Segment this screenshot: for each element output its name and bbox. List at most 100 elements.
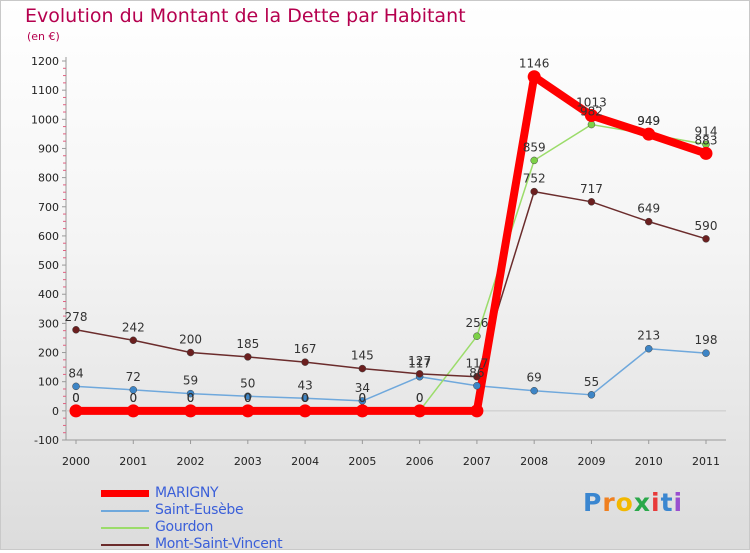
brand-letter: r: [602, 488, 616, 517]
data-label-marigny: 0: [187, 391, 195, 405]
brand-logo: Proxiti: [583, 488, 683, 517]
data-point-mont-saint-vincent: [244, 353, 252, 361]
y-tick-label: 300: [38, 317, 59, 330]
data-label-mont-saint-vincent: 145: [351, 349, 374, 363]
y-tick-label: 400: [38, 288, 59, 301]
data-label-mont-saint-vincent: 117: [465, 357, 488, 371]
data-label-mont-saint-vincent: 242: [122, 320, 145, 334]
data-point-marigny: [69, 404, 83, 418]
data-label-saint-eus-be: 198: [695, 333, 718, 347]
data-label-gourdon: 914: [695, 124, 718, 138]
data-label-marigny: 883: [695, 133, 718, 147]
x-tick-label: 2007: [463, 455, 491, 468]
data-point-mont-saint-vincent: [530, 187, 538, 196]
data-label-marigny: 1146: [519, 57, 550, 71]
brand-letter: o: [615, 488, 634, 517]
data-label-saint-eus-be: 72: [126, 370, 141, 384]
data-point-mont-saint-vincent: [129, 336, 138, 345]
data-point-mont-saint-vincent: [473, 372, 481, 381]
data-label-marigny: 949: [637, 114, 660, 128]
data-label-saint-eus-be: 34: [355, 381, 370, 395]
y-tick-label: 200: [38, 347, 59, 360]
series-line-mont-saint-vincent: [75, 190, 707, 378]
data-label-gourdon: 0: [72, 391, 80, 405]
data-point-mont-saint-vincent: [186, 348, 195, 357]
series-lines-layer: [72, 72, 710, 415]
data-point-saint-eus-be: [530, 386, 538, 395]
data-point-gourdon: [587, 120, 596, 129]
data-label-gourdon: 0: [359, 391, 367, 405]
data-point-saint-eus-be: [244, 392, 252, 401]
data-label-mont-saint-vincent: 590: [695, 219, 718, 233]
y-tick-label: 800: [38, 172, 59, 185]
data-label-marigny: 0: [301, 391, 309, 405]
legend-swatch: [101, 544, 149, 546]
data-point-marigny: [527, 70, 541, 84]
data-label-marigny: 0: [129, 391, 137, 405]
data-label-marigny: 0: [244, 391, 252, 405]
legend-label: MARIGNY: [155, 485, 219, 501]
data-label-saint-eus-be: 86: [469, 366, 484, 380]
data-point-saint-eus-be: [644, 344, 653, 353]
y-tick-label: -100: [34, 434, 59, 447]
data-point-mont-saint-vincent: [358, 364, 367, 373]
data-point-mont-saint-vincent: [644, 217, 653, 226]
brand-letter: i: [651, 488, 661, 517]
data-label-saint-eus-be: 50: [240, 376, 255, 390]
data-point-saint-eus-be: [702, 349, 710, 357]
data-label-mont-saint-vincent: 185: [236, 337, 259, 351]
x-tick-label: 2003: [234, 455, 262, 468]
data-label-mont-saint-vincent: 127: [408, 354, 431, 368]
brand-letter: t: [660, 488, 674, 517]
data-label-saint-eus-be: 43: [297, 378, 312, 392]
series-points-layer: [69, 70, 713, 418]
data-point-saint-eus-be: [129, 386, 138, 394]
data-point-marigny: [413, 404, 427, 418]
y-tick-label: 100: [38, 376, 59, 389]
data-point-marigny: [355, 404, 369, 418]
data-point-saint-eus-be: [473, 382, 481, 390]
data-label-saint-eus-be: 213: [637, 329, 660, 343]
x-tick-label: 2001: [119, 455, 147, 468]
data-point-marigny: [126, 404, 140, 418]
x-tick-label: 2004: [291, 455, 319, 468]
brand-letter: i: [673, 488, 684, 517]
series-line-saint-eus-be: [75, 347, 707, 402]
data-label-marigny: 0: [72, 391, 80, 405]
data-label-gourdon: 0: [129, 391, 137, 405]
data-label-mont-saint-vincent: 200: [179, 333, 202, 347]
chart-unit-label: (en €): [27, 30, 60, 43]
data-point-saint-eus-be: [587, 391, 596, 399]
data-label-saint-eus-be: 55: [584, 375, 599, 389]
y-tick-label: 1200: [31, 55, 59, 68]
data-label-marigny: 1013: [576, 96, 607, 110]
data-label-gourdon: 256: [465, 316, 488, 330]
data-label-gourdon: 982: [580, 105, 603, 119]
y-tick-label: 900: [38, 142, 59, 155]
legend-label: Gourdon: [155, 519, 214, 535]
x-tick-label: 2011: [692, 455, 720, 468]
data-point-marigny: [298, 404, 312, 418]
y-tick-label: 0: [52, 405, 59, 418]
series-line-marigny: [72, 72, 710, 415]
x-tick-label: 2000: [62, 455, 90, 468]
x-tick-label: 2008: [520, 455, 548, 468]
data-point-saint-eus-be: [186, 389, 195, 398]
data-point-mont-saint-vincent: [72, 326, 80, 334]
legend-label: Mont-Saint-Vincent: [155, 536, 283, 552]
y-tick-label: 1000: [31, 113, 59, 126]
data-point-marigny: [699, 146, 713, 160]
data-point-gourdon: [473, 332, 481, 340]
legend-swatch: [101, 527, 149, 529]
data-label-gourdon: 949: [637, 114, 660, 128]
y-tick-label: 500: [38, 259, 59, 272]
data-point-saint-eus-be: [301, 394, 309, 403]
data-point-mont-saint-vincent: [587, 198, 596, 206]
data-label-mont-saint-vincent: 752: [523, 172, 546, 186]
data-point-gourdon: [530, 156, 538, 165]
data-label-gourdon: 0: [244, 391, 252, 405]
x-tick-label: 2009: [577, 455, 605, 468]
